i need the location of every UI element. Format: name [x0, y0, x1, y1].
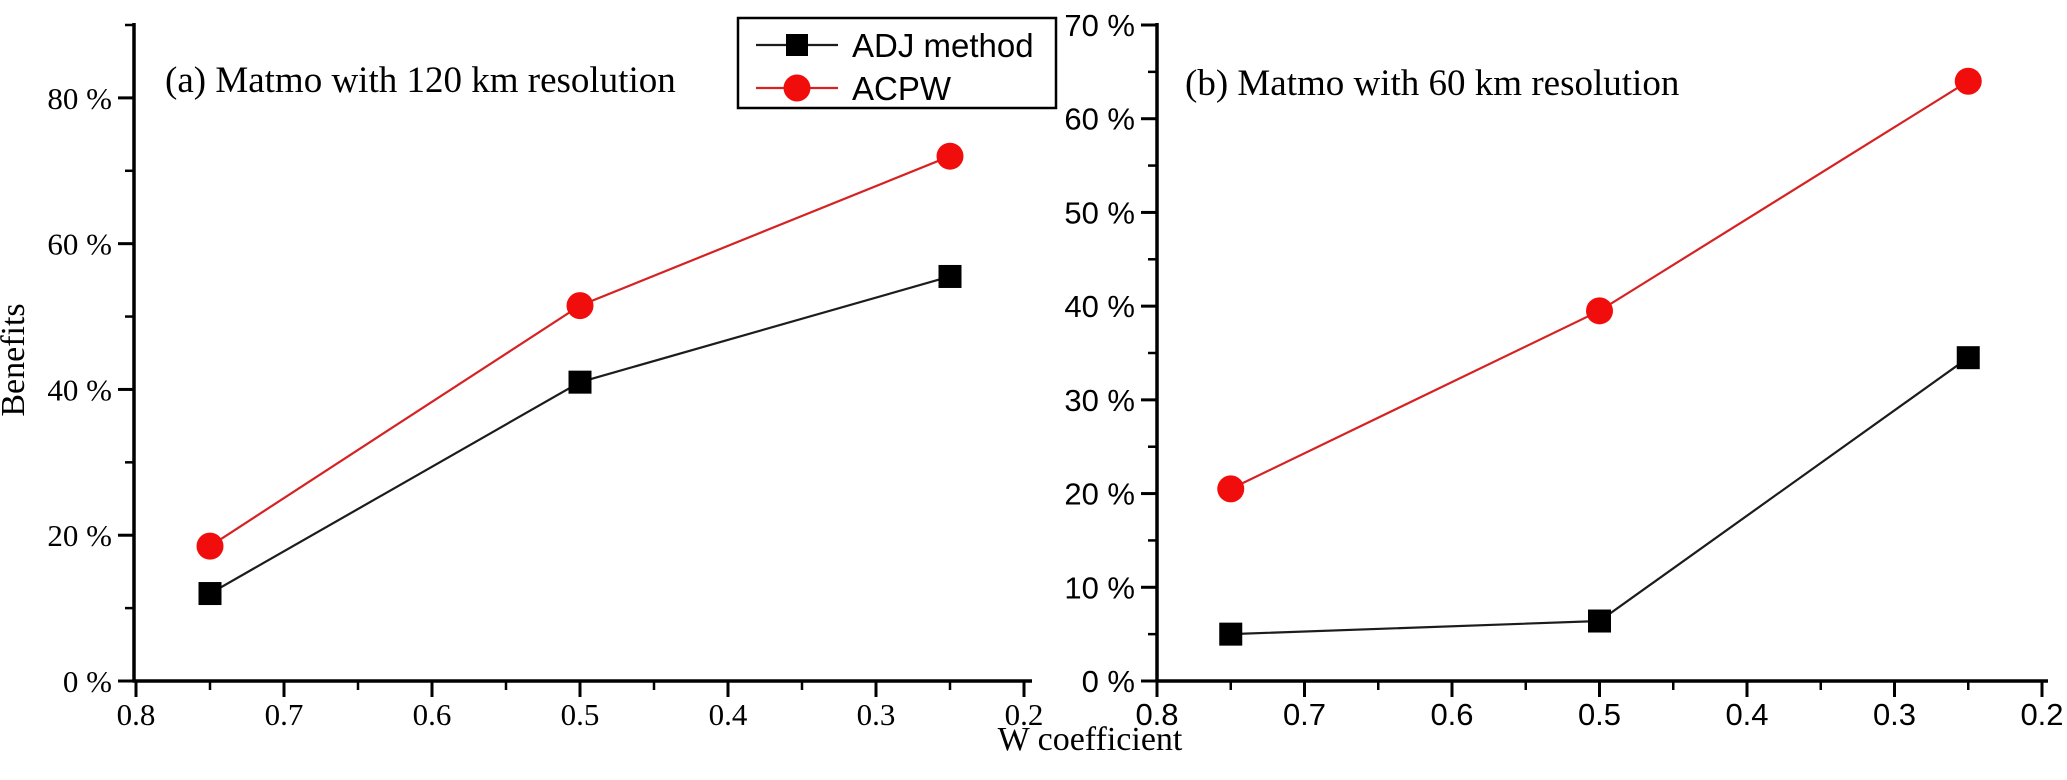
- x-tick-label: 0.6: [1430, 697, 1473, 732]
- panel-a-title: (a) Matmo with 120 km resolution: [165, 60, 676, 101]
- x-tick-label: 0.2: [1005, 697, 1044, 732]
- x-tick-label: 0.6: [413, 697, 452, 732]
- x-tick-label: 0.5: [1578, 697, 1621, 732]
- x-tick-label: 0.5: [561, 697, 600, 732]
- data-point-circle: [1586, 297, 1613, 325]
- x-tick-label: 0.7: [1283, 697, 1326, 732]
- data-point-circle: [196, 532, 224, 560]
- data-point-square: [1956, 346, 1980, 370]
- legend-square-marker-icon: [786, 34, 808, 56]
- data-point-circle: [566, 292, 594, 320]
- panel-a-matmo-120km: 0.8 0.7 0.6 0.5 0.4 0.3 0.2 0 % 20 % 40 % 60 % 80 %: [47, 23, 1043, 732]
- x-tick-label: 0.3: [857, 697, 896, 732]
- panel-b-matmo-60km: 0.8 0.7 0.6 0.5 0.4 0.3 0.2 0 % 10 % 20 % 30 % 40 %…: [1064, 8, 2063, 732]
- x-axis-label-w-coefficient: W coefficient: [998, 721, 1183, 758]
- data-point-circle: [936, 142, 964, 170]
- data-point-square: [198, 582, 222, 606]
- y-tick-label: 20 %: [47, 518, 112, 553]
- data-point-circle: [1217, 475, 1245, 503]
- series-line-acpw: [209, 155, 951, 548]
- y-tick-label: 40 %: [47, 372, 112, 407]
- y-tick-label: 0 %: [63, 664, 112, 699]
- series-line-adj-method: [209, 275, 951, 595]
- legend-label-adj: ADJ method: [852, 27, 1034, 64]
- legend: ADJ method ACPW: [736, 16, 1058, 110]
- x-tick-label: 0.7: [265, 697, 304, 732]
- y-tick-label: 70 %: [1064, 8, 1135, 43]
- y-tick-label: 30 %: [1064, 383, 1135, 418]
- y-tick-label: 20 %: [1064, 477, 1135, 512]
- legend-label-acpw: ACPW: [852, 70, 952, 107]
- panel-b-title: (b) Matmo with 60 km resolution: [1185, 63, 1679, 104]
- y-tick-label: 60 %: [47, 227, 112, 262]
- y-tick-label: 0 %: [1082, 664, 1135, 699]
- legend-entry-acpw: ACPW: [756, 70, 952, 107]
- data-point-square: [1588, 609, 1611, 633]
- y-tick-label: 10 %: [1064, 570, 1135, 605]
- data-point-square: [938, 264, 962, 288]
- data-point-square: [1219, 622, 1243, 646]
- x-tick-label: 0.2: [2020, 697, 2063, 732]
- series-line-adj-method: [1230, 356, 1969, 636]
- y-tick-label: 60 %: [1064, 102, 1135, 137]
- x-tick-label: 0.8: [117, 697, 156, 732]
- x-tick-label: 0.8: [1135, 697, 1178, 732]
- series-line-acpw: [1230, 80, 1969, 490]
- y-axis-label-benefits: Benefits: [0, 303, 32, 416]
- x-tick-label: 0.4: [709, 697, 748, 732]
- y-tick-label: 80 %: [47, 81, 112, 116]
- y-tick-label: 40 %: [1064, 289, 1135, 324]
- data-point-square: [568, 370, 592, 394]
- x-tick-label: 0.3: [1873, 697, 1916, 732]
- y-tick-label: 50 %: [1064, 195, 1135, 230]
- x-tick-label: 0.4: [1725, 697, 1768, 732]
- data-point-circle: [1954, 67, 1982, 95]
- legend-circle-marker-icon: [783, 74, 811, 102]
- legend-entry-adj: ADJ method: [756, 27, 1034, 64]
